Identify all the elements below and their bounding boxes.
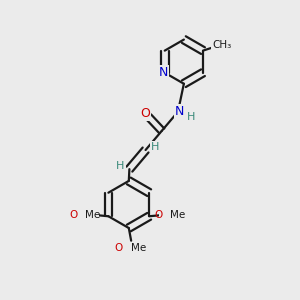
Text: H: H (116, 161, 125, 171)
Text: O: O (154, 210, 162, 220)
Text: OMe: OMe (160, 210, 183, 220)
Text: Me: Me (170, 210, 185, 220)
Text: O: O (114, 243, 123, 253)
Text: N: N (159, 66, 168, 79)
Text: O: O (140, 107, 150, 120)
Text: CH₃: CH₃ (212, 40, 231, 50)
Text: OMe: OMe (120, 243, 143, 253)
Text: Me: Me (131, 243, 146, 253)
Text: N: N (175, 105, 184, 118)
Text: H: H (151, 142, 159, 152)
Text: O: O (69, 210, 77, 220)
Text: H: H (187, 112, 195, 122)
Text: Me: Me (85, 210, 100, 220)
Text: OMe: OMe (75, 210, 98, 220)
